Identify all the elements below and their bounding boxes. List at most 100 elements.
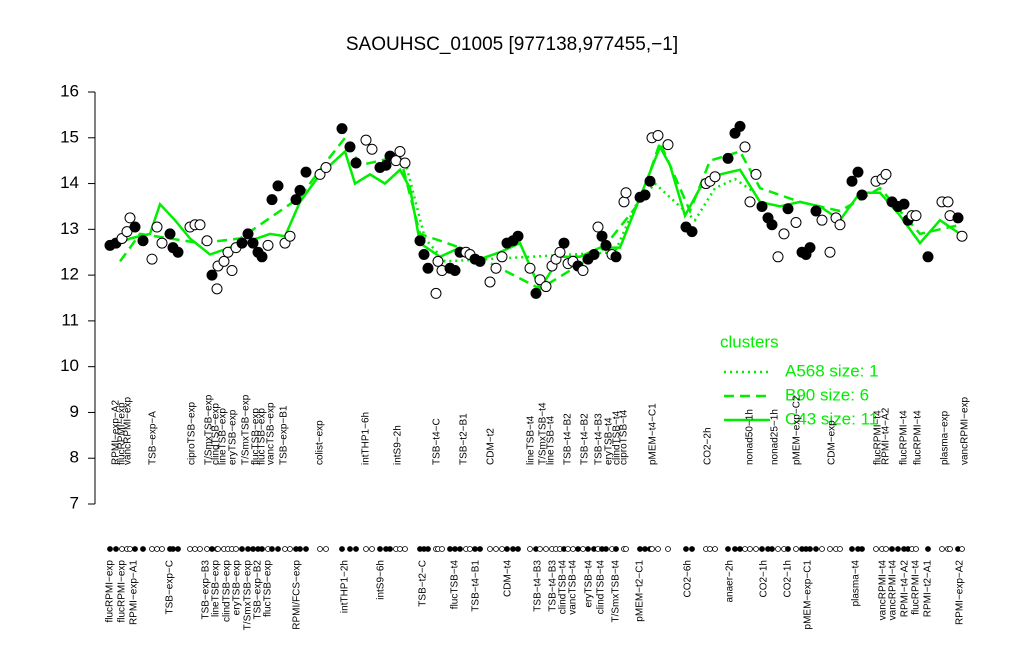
sample-label: colist−exp: [315, 420, 326, 465]
rug-point: [363, 546, 369, 552]
sample-label: eryTSB−t4: [604, 417, 615, 465]
rug-point: [883, 546, 889, 552]
sample-label: pMEM−exp−C1: [803, 560, 814, 630]
data-point: [558, 237, 570, 249]
rug-point: [369, 546, 375, 552]
rug-point: [575, 546, 581, 552]
rug-point: [119, 546, 125, 552]
data-point: [596, 230, 608, 242]
rug-point: [127, 546, 133, 552]
data-point: [201, 235, 213, 247]
data-point: [588, 249, 600, 261]
data-point: [810, 205, 822, 217]
rug-point: [269, 546, 275, 552]
data-point: [744, 196, 756, 208]
data-point: [366, 143, 378, 155]
sample-label: flucRPMI−t4: [873, 410, 884, 465]
rug-point: [233, 546, 239, 552]
data-point: [266, 194, 278, 206]
data-point: [804, 242, 816, 254]
data-point: [639, 189, 651, 201]
data-point: [610, 251, 622, 263]
sample-label: RPMI−exp−A1: [129, 560, 140, 625]
rug-point: [827, 546, 833, 552]
sample-label: eryTSB−t4: [584, 560, 595, 608]
legend-label: C43 size: 11: [785, 409, 878, 428]
rug-point: [813, 546, 819, 552]
y-tick-label: 13: [60, 219, 79, 238]
data-point: [620, 187, 632, 199]
rug-point: [637, 546, 643, 552]
sample-label: T/SmxTSB−exp: [243, 560, 254, 631]
rug-point: [873, 546, 879, 552]
data-point: [336, 123, 348, 135]
data-point: [790, 216, 802, 228]
rug-point: [895, 546, 901, 552]
data-point: [846, 175, 858, 187]
sample-label: flucTSB−exp: [257, 408, 268, 465]
sample-label: intTHP1−6h: [361, 412, 372, 465]
rug-point: [925, 546, 931, 552]
rug-point: [477, 546, 483, 552]
sample-label: CO2−1h: [759, 560, 770, 598]
data-point: [206, 269, 218, 281]
sample-label: clindTSB−t4: [558, 560, 569, 615]
sample-label: TSB−exp−A: [148, 411, 159, 465]
data-point: [644, 175, 656, 187]
data-point: [922, 251, 934, 263]
data-point: [734, 120, 746, 132]
data-point: [910, 210, 922, 222]
rug-point: [939, 546, 945, 552]
sample-label: flucRPMI−exp: [117, 402, 128, 465]
sample-label: intTHP1−2h: [340, 560, 351, 613]
rug-point: [149, 546, 155, 552]
data-point: [880, 168, 892, 180]
rug-point: [377, 546, 383, 552]
data-point: [290, 194, 302, 206]
chart-title: SAOUHSC_01005 [977138,977455,−1]: [346, 34, 678, 55]
rug-point: [889, 546, 895, 552]
sample-label: TSB−exp−B1: [279, 405, 290, 465]
data-point: [350, 157, 362, 169]
data-point: [137, 235, 149, 247]
rug-point: [665, 546, 671, 552]
rug-point: [297, 546, 303, 552]
data-point: [256, 251, 268, 263]
sample-label: TSB−t4−B1: [471, 560, 482, 612]
y-tick-label: 9: [70, 402, 79, 421]
rug-point: [785, 546, 791, 552]
rug-point: [504, 546, 510, 552]
y-tick-label: 8: [70, 448, 79, 467]
rug-point: [493, 546, 499, 552]
rug-point: [769, 546, 775, 552]
sample-label: RPMI−t4−A2: [881, 407, 892, 465]
rug-point: [753, 546, 759, 552]
data-point: [739, 141, 751, 153]
data-point: [824, 246, 836, 258]
sample-label: clindTSB−exp: [222, 560, 233, 622]
sample-label: CO2−6h: [683, 560, 694, 598]
rug-point: [204, 546, 210, 552]
rug-point: [259, 546, 265, 552]
data-point: [474, 255, 486, 267]
sample-label: lineTSB−exp: [211, 560, 222, 617]
sample-label: RPMI−exp−A2: [955, 560, 966, 625]
data-point: [294, 184, 306, 196]
data-point: [226, 265, 238, 277]
sample-label: TSB−t2−C: [418, 560, 429, 607]
rug-point: [140, 546, 146, 552]
rug-point: [649, 546, 655, 552]
rug-point: [642, 546, 648, 552]
sample-label: nonad50−1h: [745, 409, 756, 465]
rug-point: [655, 546, 661, 552]
rug-point: [689, 546, 695, 552]
rug-point: [467, 546, 473, 552]
rug-point: [819, 546, 825, 552]
data-point: [247, 237, 259, 249]
rug-point: [452, 546, 458, 552]
data-point: [164, 228, 176, 240]
y-tick-label: 10: [60, 356, 79, 375]
sample-label: flucTSB−t4: [450, 560, 461, 610]
rug-point: [132, 546, 138, 552]
